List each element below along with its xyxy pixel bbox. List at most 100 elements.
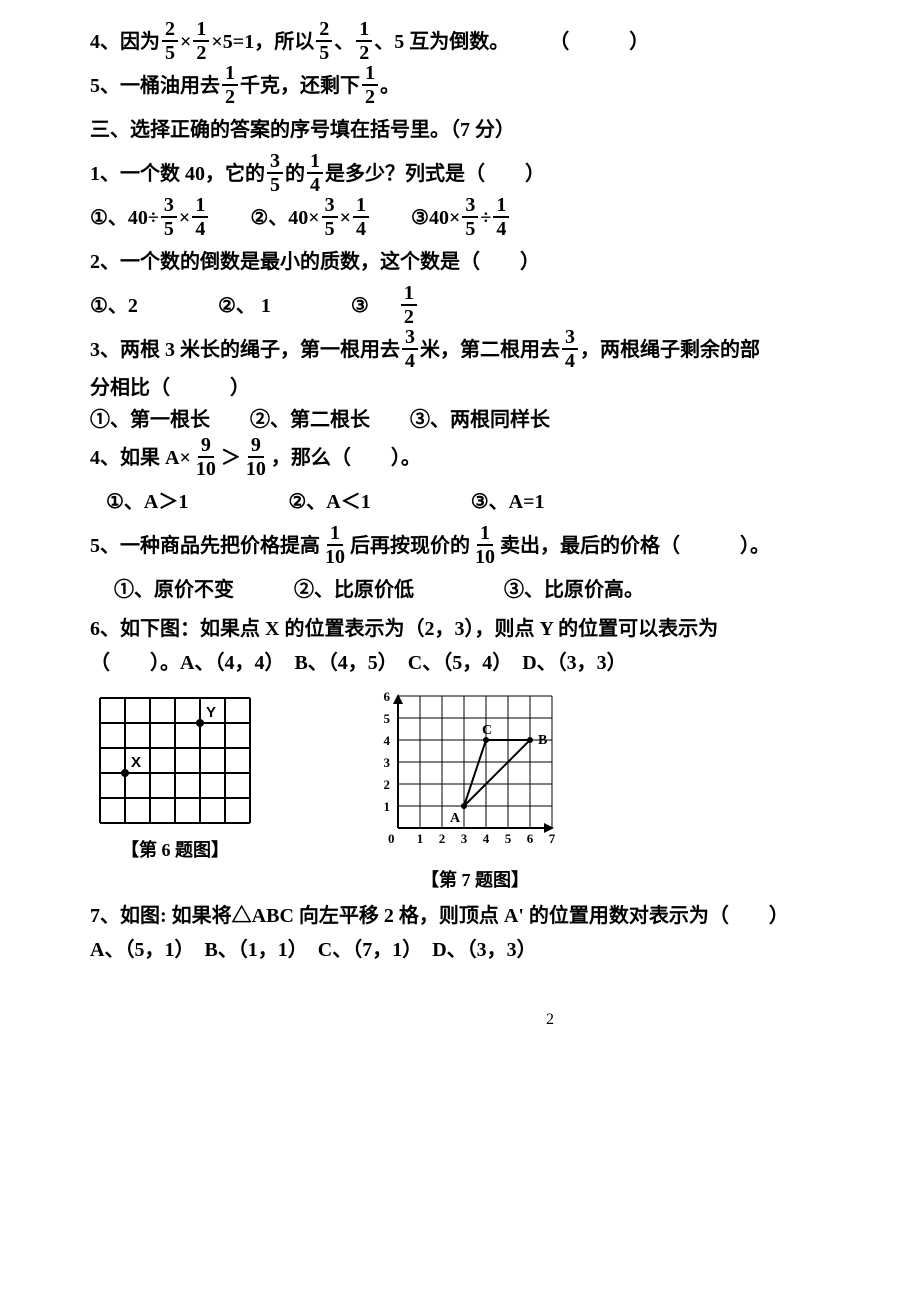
fraction: 12 [362, 63, 378, 107]
fraction: 110 [472, 523, 498, 567]
svg-text:6: 6 [527, 831, 534, 846]
text: 5、一种商品先把价格提高 [90, 530, 320, 562]
fraction: 110 [322, 523, 348, 567]
fraction: 14 [493, 195, 509, 239]
svg-text:B: B [538, 733, 547, 748]
option-3: ③40× 35 ÷ 14 [411, 196, 511, 240]
section-3-title: 三、选择正确的答案的序号填在括号里。（7 分） [90, 108, 920, 152]
text: ，两根绳子剩余的部 [580, 334, 760, 366]
figures-row: XY 【第 6 题图】 12345671234560ABC 【第 7 题图】 [90, 690, 920, 895]
choice-q6-line1: 6、如下图：如果点 X 的位置表示为（2，3），则点 Y 的位置可以表示为 [90, 612, 920, 646]
svg-text:1: 1 [417, 831, 424, 846]
text: 后再按现价的 [350, 530, 470, 562]
choice-q4: 4、如果 A× 910 ＞ 910 ，那么（ ）。 [90, 436, 920, 480]
text: 米，第二根用去 [420, 334, 560, 366]
svg-text:3: 3 [384, 755, 391, 770]
figure-7-diagram: 12345671234560ABC [370, 690, 580, 860]
svg-text:5: 5 [384, 711, 391, 726]
choice-q1: 1、一个数 40，它的 35 的 14 是多少？列式是（ ） [90, 152, 920, 196]
option-3: ③ 12 [351, 284, 419, 328]
text: × [180, 26, 191, 58]
option-3: ③、两根同样长 [410, 404, 550, 436]
fraction: 25 [316, 19, 332, 63]
text: 7、如图: 如果将△ABC 向左平移 2 格，则顶点 A' 的位置用数对表示为（… [90, 900, 789, 932]
text: 4、如果 A× [90, 442, 191, 474]
figure-6-label: 【第 6 题图】 [121, 836, 229, 865]
text: 5、一桶油用去 [90, 70, 220, 102]
fraction: 35 [267, 151, 283, 195]
svg-text:C: C [482, 723, 492, 738]
svg-text:7: 7 [549, 831, 556, 846]
fraction: 25 [162, 19, 178, 63]
text: 6、如下图：如果点 X 的位置表示为（2，3），则点 Y 的位置可以表示为 [90, 613, 718, 645]
svg-text:1: 1 [384, 799, 391, 814]
choice-q7-line1: 7、如图: 如果将△ABC 向左平移 2 格，则顶点 A' 的位置用数对表示为（… [90, 899, 920, 933]
text: 是多少？列式是（ ） [325, 158, 545, 190]
figure-6-diagram: XY [90, 690, 260, 830]
choice-q6-line2: （ ）。A、（4，4） B、（4，5） C、（5，4） D、（3，3） [90, 646, 920, 680]
option-2: ②、第二根长 [250, 404, 370, 436]
option-3: ③、比原价高。 [504, 574, 644, 606]
fraction: 910 [193, 435, 219, 479]
fraction: 12 [222, 63, 238, 107]
text: 4、因为 [90, 26, 160, 58]
text: ，那么（ ）。 [271, 442, 421, 474]
fraction: 35 [161, 195, 177, 239]
fraction: 34 [562, 327, 578, 371]
text: 3、两根 3 米长的绳子，第一根用去 [90, 334, 400, 366]
option-2: ②、40× 35 × 14 [250, 196, 371, 240]
text: 、 [334, 26, 354, 58]
choice-q4-options: ①、A＞1 ②、A＜1 ③、A=1 [90, 480, 920, 524]
text: 卖出，最后的价格（ ）。 [500, 530, 770, 562]
option-1: ①、第一根长 [90, 404, 210, 436]
svg-text:2: 2 [439, 831, 446, 846]
fraction: 34 [402, 327, 418, 371]
option-1: ①、原价不变 [114, 574, 234, 606]
svg-text:Y: Y [206, 704, 216, 721]
answer-blank: （ ） [549, 26, 649, 58]
text: ＞ [221, 442, 241, 474]
option-3: ③、A=1 [471, 486, 545, 518]
choice-q1-options: ①、40÷ 35 × 14 ②、40× 35 × 14 ③40× 35 ÷ 14 [90, 196, 920, 240]
choice-q5-options: ①、原价不变 ②、比原价低 ③、比原价高。 [90, 568, 920, 612]
svg-text:2: 2 [384, 777, 391, 792]
text: 、5 互为倒数。 [374, 26, 509, 58]
svg-text:6: 6 [384, 690, 391, 704]
choice-q3-line2: 分相比（ ） [90, 372, 920, 404]
fraction: 14 [353, 195, 369, 239]
option-1: ①、40÷ 35 × 14 [90, 196, 210, 240]
fraction: 35 [322, 195, 338, 239]
text: （ ）。A、（4，4） B、（4，5） C、（5，4） D、（3，3） [90, 647, 627, 679]
svg-text:A: A [450, 811, 461, 826]
option-1: ①、2 [90, 290, 138, 322]
page-number: 2 [90, 1007, 920, 1033]
text: 的 [285, 158, 305, 190]
figure-6: XY 【第 6 题图】 [90, 690, 260, 895]
text: 。 [380, 70, 400, 102]
text: ×5=1，所以 [211, 26, 314, 58]
text: 分相比（ ） [90, 372, 250, 404]
option-1: ①、A＞1 [106, 486, 188, 518]
svg-text:4: 4 [384, 733, 391, 748]
svg-text:5: 5 [505, 831, 512, 846]
fraction: 12 [356, 19, 372, 63]
fraction: 14 [307, 151, 323, 195]
text: 2、一个数的倒数是最小的质数，这个数是（ ） [90, 246, 540, 278]
option-2: ②、比原价低 [294, 574, 414, 606]
choice-q5: 5、一种商品先把价格提高 110 后再按现价的 110 卖出，最后的价格（ ）。 [90, 524, 920, 568]
text: 1、一个数 40，它的 [90, 158, 265, 190]
choice-q7-line2: A、（5，1） B、（1，1） C、（7，1） D、（3，3） [90, 933, 920, 967]
fraction: 14 [192, 195, 208, 239]
text: A、（5，1） B、（1，1） C、（7，1） D、（3，3） [90, 934, 537, 966]
option-2: ②、A＜1 [288, 486, 370, 518]
svg-text:0: 0 [388, 831, 395, 846]
option-2: ②、 1 [218, 290, 271, 322]
text: 三、选择正确的答案的序号填在括号里。（7 分） [90, 114, 515, 146]
text: 千克，还剩下 [240, 70, 360, 102]
svg-text:3: 3 [461, 831, 468, 846]
judgment-q5: 5、一桶油用去 12 千克，还剩下 12 。 （ ） [90, 64, 920, 108]
svg-text:4: 4 [483, 831, 490, 846]
figure-7: 12345671234560ABC 【第 7 题图】 [370, 690, 580, 895]
figure-7-label: 【第 7 题图】 [421, 866, 529, 895]
choice-q2: 2、一个数的倒数是最小的质数，这个数是（ ） [90, 240, 920, 284]
